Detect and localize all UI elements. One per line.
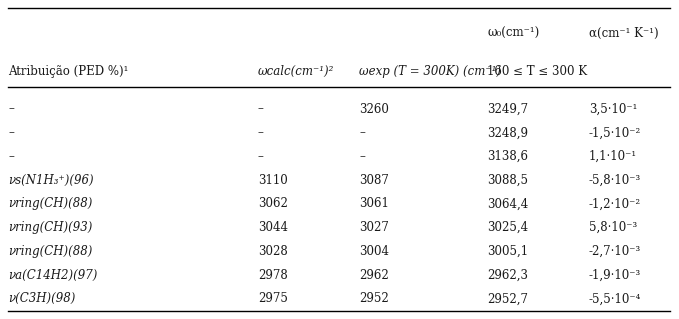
Text: 5,8·10⁻³: 5,8·10⁻³	[589, 221, 637, 234]
Text: 2975: 2975	[258, 292, 288, 305]
Text: 3138,6: 3138,6	[488, 150, 528, 163]
Text: –: –	[8, 103, 14, 115]
Text: –: –	[258, 150, 263, 163]
Text: -5,8·10⁻³: -5,8·10⁻³	[589, 174, 641, 187]
Text: 3005,1: 3005,1	[488, 245, 528, 258]
Text: 3062: 3062	[258, 197, 288, 211]
Text: 3025,4: 3025,4	[488, 221, 528, 234]
Text: -1,9·10⁻³: -1,9·10⁻³	[589, 269, 641, 282]
Text: νring(CH)(88): νring(CH)(88)	[8, 245, 92, 258]
Text: 3248,9: 3248,9	[488, 126, 528, 139]
Text: 3249,7: 3249,7	[488, 103, 528, 115]
Text: 2952,7: 2952,7	[488, 292, 528, 305]
Text: 3064,4: 3064,4	[488, 197, 529, 211]
Text: 3027: 3027	[359, 221, 389, 234]
Text: 3260: 3260	[359, 103, 389, 115]
Text: Atribuição (PED %)¹: Atribuição (PED %)¹	[8, 65, 128, 78]
Text: ω₀(cm⁻¹): ω₀(cm⁻¹)	[488, 27, 540, 40]
Text: –: –	[8, 150, 14, 163]
Text: -5,5·10⁻⁴: -5,5·10⁻⁴	[589, 292, 641, 305]
Text: -2,7·10⁻³: -2,7·10⁻³	[589, 245, 641, 258]
Text: 3110: 3110	[258, 174, 288, 187]
Text: 3044: 3044	[258, 221, 288, 234]
Text: 2978: 2978	[258, 269, 288, 282]
Text: 3088,5: 3088,5	[488, 174, 528, 187]
Text: νa(C14H2)(97): νa(C14H2)(97)	[8, 269, 98, 282]
Text: ν(C3H)(98): ν(C3H)(98)	[8, 292, 75, 305]
Text: 3,5·10⁻¹: 3,5·10⁻¹	[589, 103, 637, 115]
Text: 3061: 3061	[359, 197, 389, 211]
Text: –: –	[8, 126, 14, 139]
Text: 2952: 2952	[359, 292, 389, 305]
Text: 3004: 3004	[359, 245, 389, 258]
Text: νs(N1H₃⁺)(96): νs(N1H₃⁺)(96)	[8, 174, 94, 187]
Text: 3028: 3028	[258, 245, 288, 258]
Text: α(cm⁻¹ K⁻¹): α(cm⁻¹ K⁻¹)	[589, 27, 658, 40]
Text: 2962,3: 2962,3	[488, 269, 528, 282]
Text: –: –	[258, 103, 263, 115]
Text: 2962: 2962	[359, 269, 389, 282]
Text: –: –	[359, 126, 365, 139]
Text: 3087: 3087	[359, 174, 389, 187]
Text: –: –	[258, 126, 263, 139]
Text: 1,1·10⁻¹: 1,1·10⁻¹	[589, 150, 637, 163]
Text: ωcalc(cm⁻¹)²: ωcalc(cm⁻¹)²	[258, 65, 334, 78]
Text: -1,2·10⁻²: -1,2·10⁻²	[589, 197, 641, 211]
Text: 160 ≤ T ≤ 300 K: 160 ≤ T ≤ 300 K	[488, 65, 587, 78]
Text: -1,5·10⁻²: -1,5·10⁻²	[589, 126, 641, 139]
Text: νring(CH)(93): νring(CH)(93)	[8, 221, 92, 234]
Text: –: –	[359, 150, 365, 163]
Text: ωexp (T = 300K) (cm⁻¹): ωexp (T = 300K) (cm⁻¹)	[359, 65, 501, 78]
Text: νring(CH)(88): νring(CH)(88)	[8, 197, 92, 211]
